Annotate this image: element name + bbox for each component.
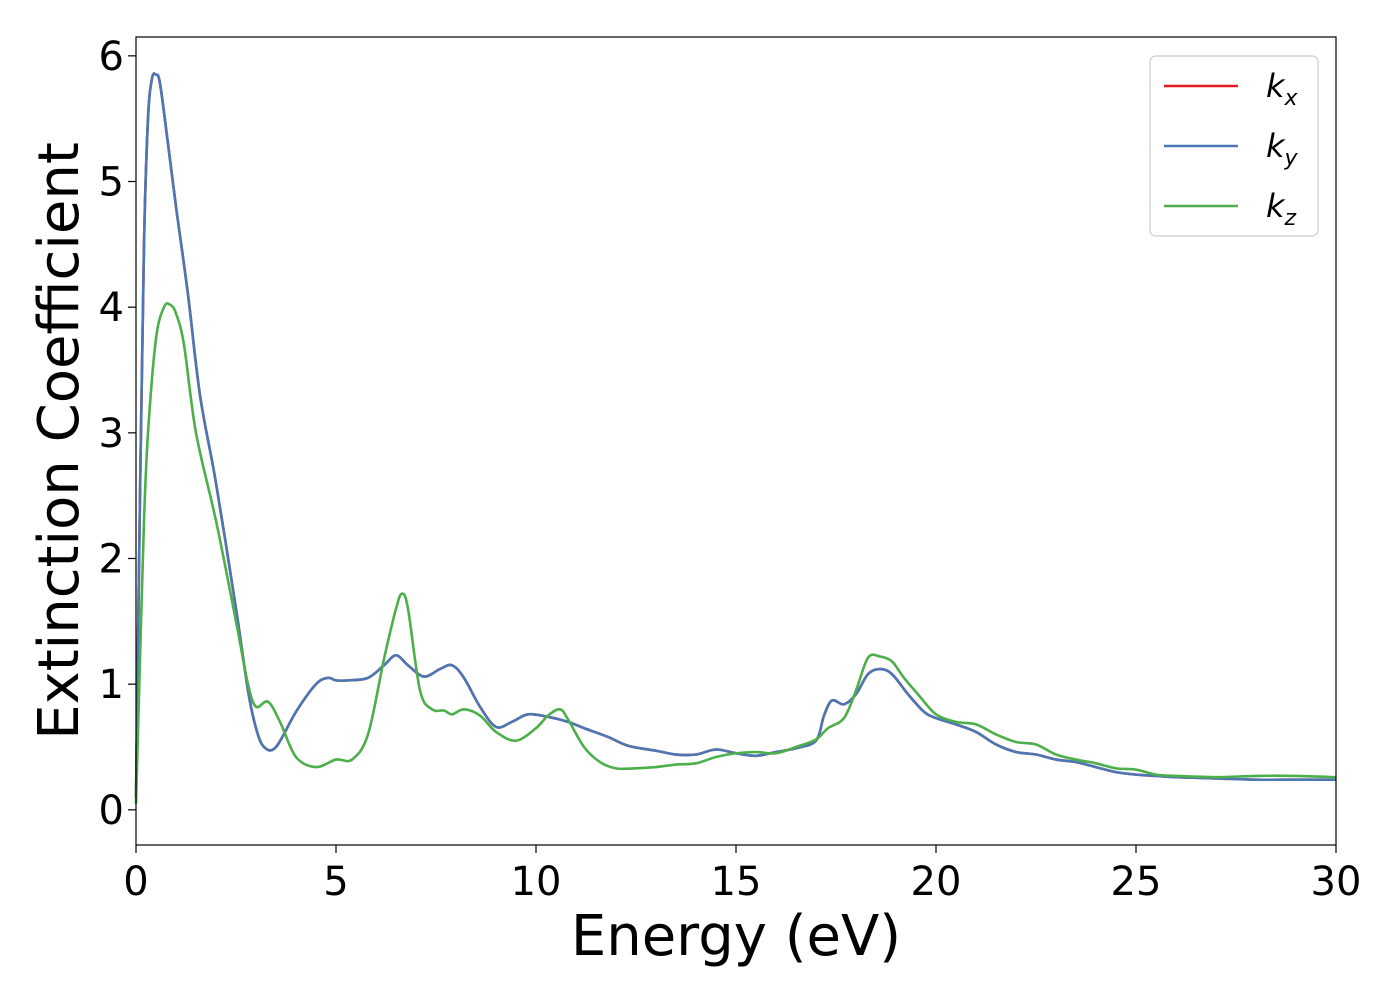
x-tick-label: 30 (1311, 859, 1362, 905)
y-tick-label: 0 (99, 788, 124, 834)
legend-label-x: kx (1266, 67, 1299, 111)
y-tick-label: 6 (99, 34, 124, 80)
x-axis: 0 5 10 15 20 25 30 (123, 845, 1361, 905)
legend: kx ky kz (1149, 55, 1319, 237)
legend-label-y: ky (1266, 127, 1299, 171)
y-tick-label: 2 (99, 536, 124, 582)
series-line-z (134, 302, 1337, 804)
x-tick-label: 10 (511, 859, 562, 905)
x-tick-label: 25 (1111, 859, 1162, 905)
x-axis-title: Energy (eV) (571, 904, 901, 969)
series-line-y (134, 72, 1336, 798)
y-axis-title: Extinction Coefficient (27, 142, 92, 740)
series-layer (134, 72, 1337, 804)
x-tick-label: 0 (123, 859, 148, 905)
y-tick-label: 4 (99, 285, 124, 331)
y-tick-label: 1 (99, 662, 124, 708)
y-tick-label: 3 (99, 411, 124, 457)
y-axis: 0 1 2 3 4 5 6 (99, 34, 136, 834)
legend-label-z: kz (1266, 187, 1297, 231)
x-tick-label: 20 (911, 859, 962, 905)
y-tick-label: 5 (99, 160, 124, 206)
x-tick-label: 15 (711, 859, 762, 905)
x-tick-label: 5 (323, 859, 348, 905)
